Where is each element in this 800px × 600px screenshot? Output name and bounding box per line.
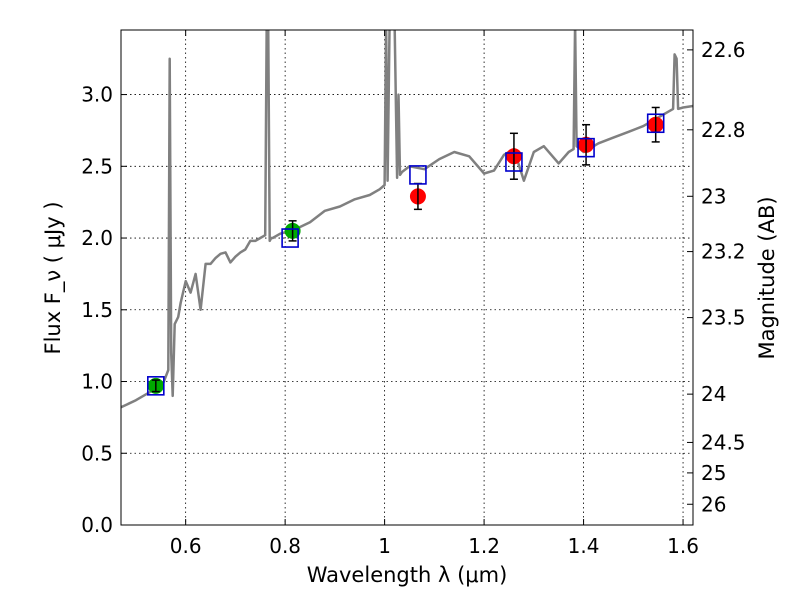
- y2-tick-label: 23.2: [701, 240, 746, 264]
- y-tick-label: 0.5: [81, 441, 113, 465]
- model-spectrum-line: [121, 30, 693, 409]
- x-tick-label: 1.6: [667, 534, 699, 558]
- y-tick-label: 3.0: [81, 83, 113, 107]
- y2-axis-label: Magnitude (AB): [755, 196, 779, 359]
- y2-tick-label: 22.8: [701, 118, 746, 142]
- y2-tick-label: 24: [701, 382, 726, 406]
- x-tick-label: 0.8: [269, 534, 301, 558]
- model-flux-square: [577, 137, 595, 158]
- x-tick-label: 1.4: [568, 534, 600, 558]
- y-tick-label: 1.0: [81, 370, 113, 394]
- model-flux-square: [646, 113, 665, 134]
- ticks: 0.6 0.8 1 1.2 1.4 1.6 0.0 0.5 1.0 1.5 2.0 2.5 3.0 22.…: [81, 30, 746, 558]
- y-axis-label: Flux F_ν ( μJy ): [41, 201, 66, 354]
- y2-tick-label: 26: [701, 492, 726, 516]
- y2-tick-label: 23.5: [701, 306, 746, 330]
- marker-layer: [147, 106, 665, 396]
- model-flux-square: [281, 228, 299, 248]
- y-tick-label: 2.5: [81, 154, 113, 178]
- model-flux-square: [147, 376, 165, 396]
- model-flux-square: [505, 152, 523, 172]
- model-spectrum-layer: [121, 30, 693, 409]
- x-axis-label: Wavelength λ (μm): [307, 563, 508, 587]
- y2-tick-label: 22.6: [701, 38, 746, 62]
- y2-tick-label: 25: [701, 461, 726, 485]
- y-tick-label: 1.5: [81, 298, 113, 322]
- model-flux-square: [409, 165, 427, 185]
- x-tick-label: 1.2: [468, 534, 500, 558]
- y2-tick-label: 24.5: [701, 430, 746, 454]
- y2-tick-label: 23: [701, 184, 726, 208]
- x-tick-label: 0.6: [170, 534, 202, 558]
- y-tick-label: 2.0: [81, 226, 113, 250]
- x-tick-label: 1: [378, 534, 391, 558]
- grid: [121, 30, 693, 526]
- plot-frame: [120, 29, 694, 526]
- y-tick-label: 0.0: [81, 513, 113, 537]
